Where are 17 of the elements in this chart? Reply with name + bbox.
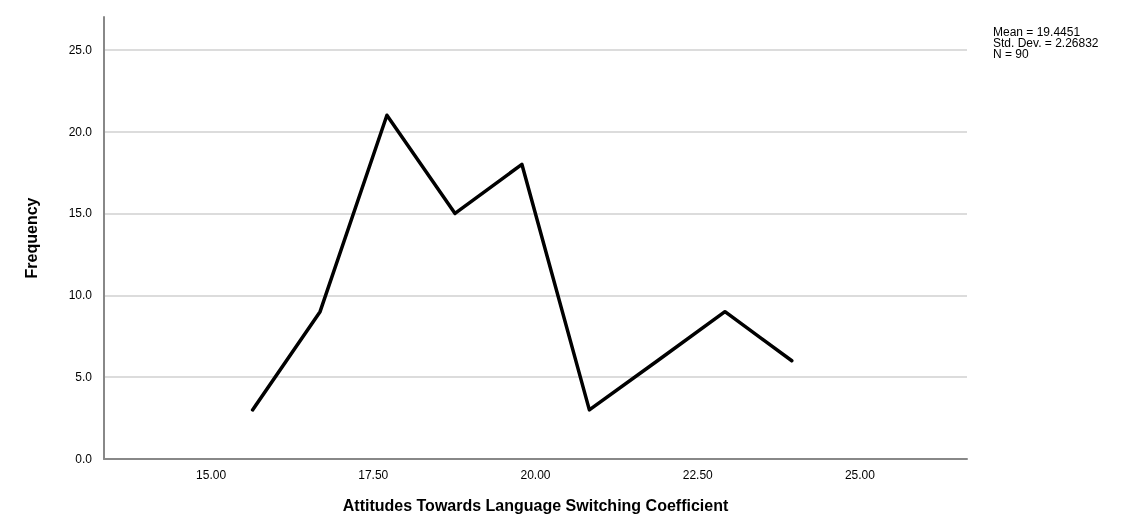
y-axis-title: Frequency bbox=[22, 197, 40, 279]
x-tick-label: 25.00 bbox=[844, 468, 876, 482]
y-tick-label: 25.0 bbox=[68, 42, 93, 57]
y-tick-label: 5.0 bbox=[75, 370, 93, 385]
x-tick-label: 15.00 bbox=[196, 468, 227, 482]
line-series bbox=[250, 113, 794, 412]
y-tick-label: 20.0 bbox=[68, 124, 93, 139]
x-tick-label: 22.50 bbox=[682, 468, 714, 482]
text: Mean = 19.4451 bbox=[993, 25, 1081, 39]
x-tick-label: 17.50 bbox=[358, 468, 389, 482]
x-tick-label: 20.00 bbox=[520, 468, 551, 482]
x-axis-title: Attitudes Towards Language Switching Coefficient bbox=[342, 496, 729, 514]
y-tick-label: 15.0 bbox=[68, 206, 93, 221]
text: Std. Dev. = 2.26832 bbox=[993, 36, 1099, 50]
y-tick-label: 0.0 bbox=[75, 452, 93, 466]
y-tick-label: 10.0 bbox=[68, 288, 93, 303]
text: N = 90 bbox=[993, 47, 1030, 61]
